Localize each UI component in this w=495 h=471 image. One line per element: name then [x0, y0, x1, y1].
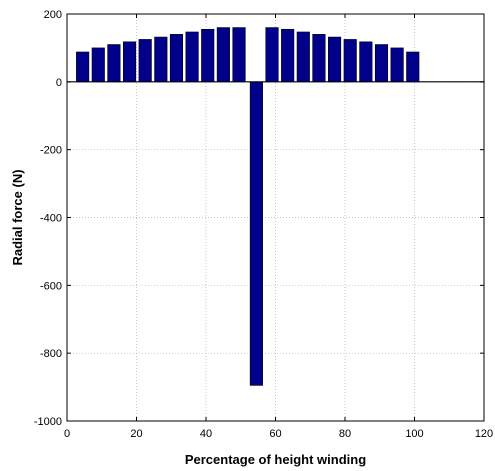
y-tick-label: -400	[40, 213, 62, 225]
y-axis-title: Radial force (N)	[10, 169, 25, 265]
y-tick-label: 0	[56, 77, 62, 89]
ticks: 0 20 40 60 80 100 120 -1000 -800 -600 -400 -200 0 200	[34, 9, 493, 440]
x-tick-label: 120	[475, 428, 493, 440]
y-tick-label: -600	[40, 280, 62, 292]
bar	[169, 34, 184, 83]
x-tick-label: 40	[200, 428, 212, 440]
bar	[374, 44, 389, 83]
bar	[216, 27, 230, 83]
x-tick-label: 20	[130, 428, 142, 440]
x-tick-label: 80	[339, 428, 351, 440]
y-tick-label: -800	[40, 348, 62, 360]
bar	[249, 81, 263, 386]
bars	[76, 27, 420, 386]
bar	[107, 44, 121, 83]
x-axis-title: Percentage of height winding	[185, 452, 366, 467]
y-tick-label: -1000	[34, 416, 62, 428]
bar	[138, 39, 152, 83]
bar	[296, 31, 310, 83]
bar	[343, 39, 357, 83]
x-tick-label: 0	[64, 428, 70, 440]
bar	[76, 51, 90, 83]
y-tick-label: -200	[40, 145, 62, 157]
bar	[201, 28, 215, 83]
bar	[185, 31, 199, 83]
x-tick-label: 60	[269, 428, 281, 440]
bar	[122, 41, 137, 83]
bar	[154, 36, 168, 83]
x-tick-label: 100	[405, 428, 423, 440]
bar	[265, 27, 279, 83]
bar	[406, 51, 420, 83]
bar	[281, 28, 295, 83]
bar	[390, 47, 404, 83]
bar	[91, 47, 105, 83]
bar	[312, 34, 326, 83]
bar	[232, 27, 246, 83]
y-tick-label: 200	[44, 9, 62, 21]
bar	[328, 36, 342, 83]
bar	[359, 41, 373, 83]
